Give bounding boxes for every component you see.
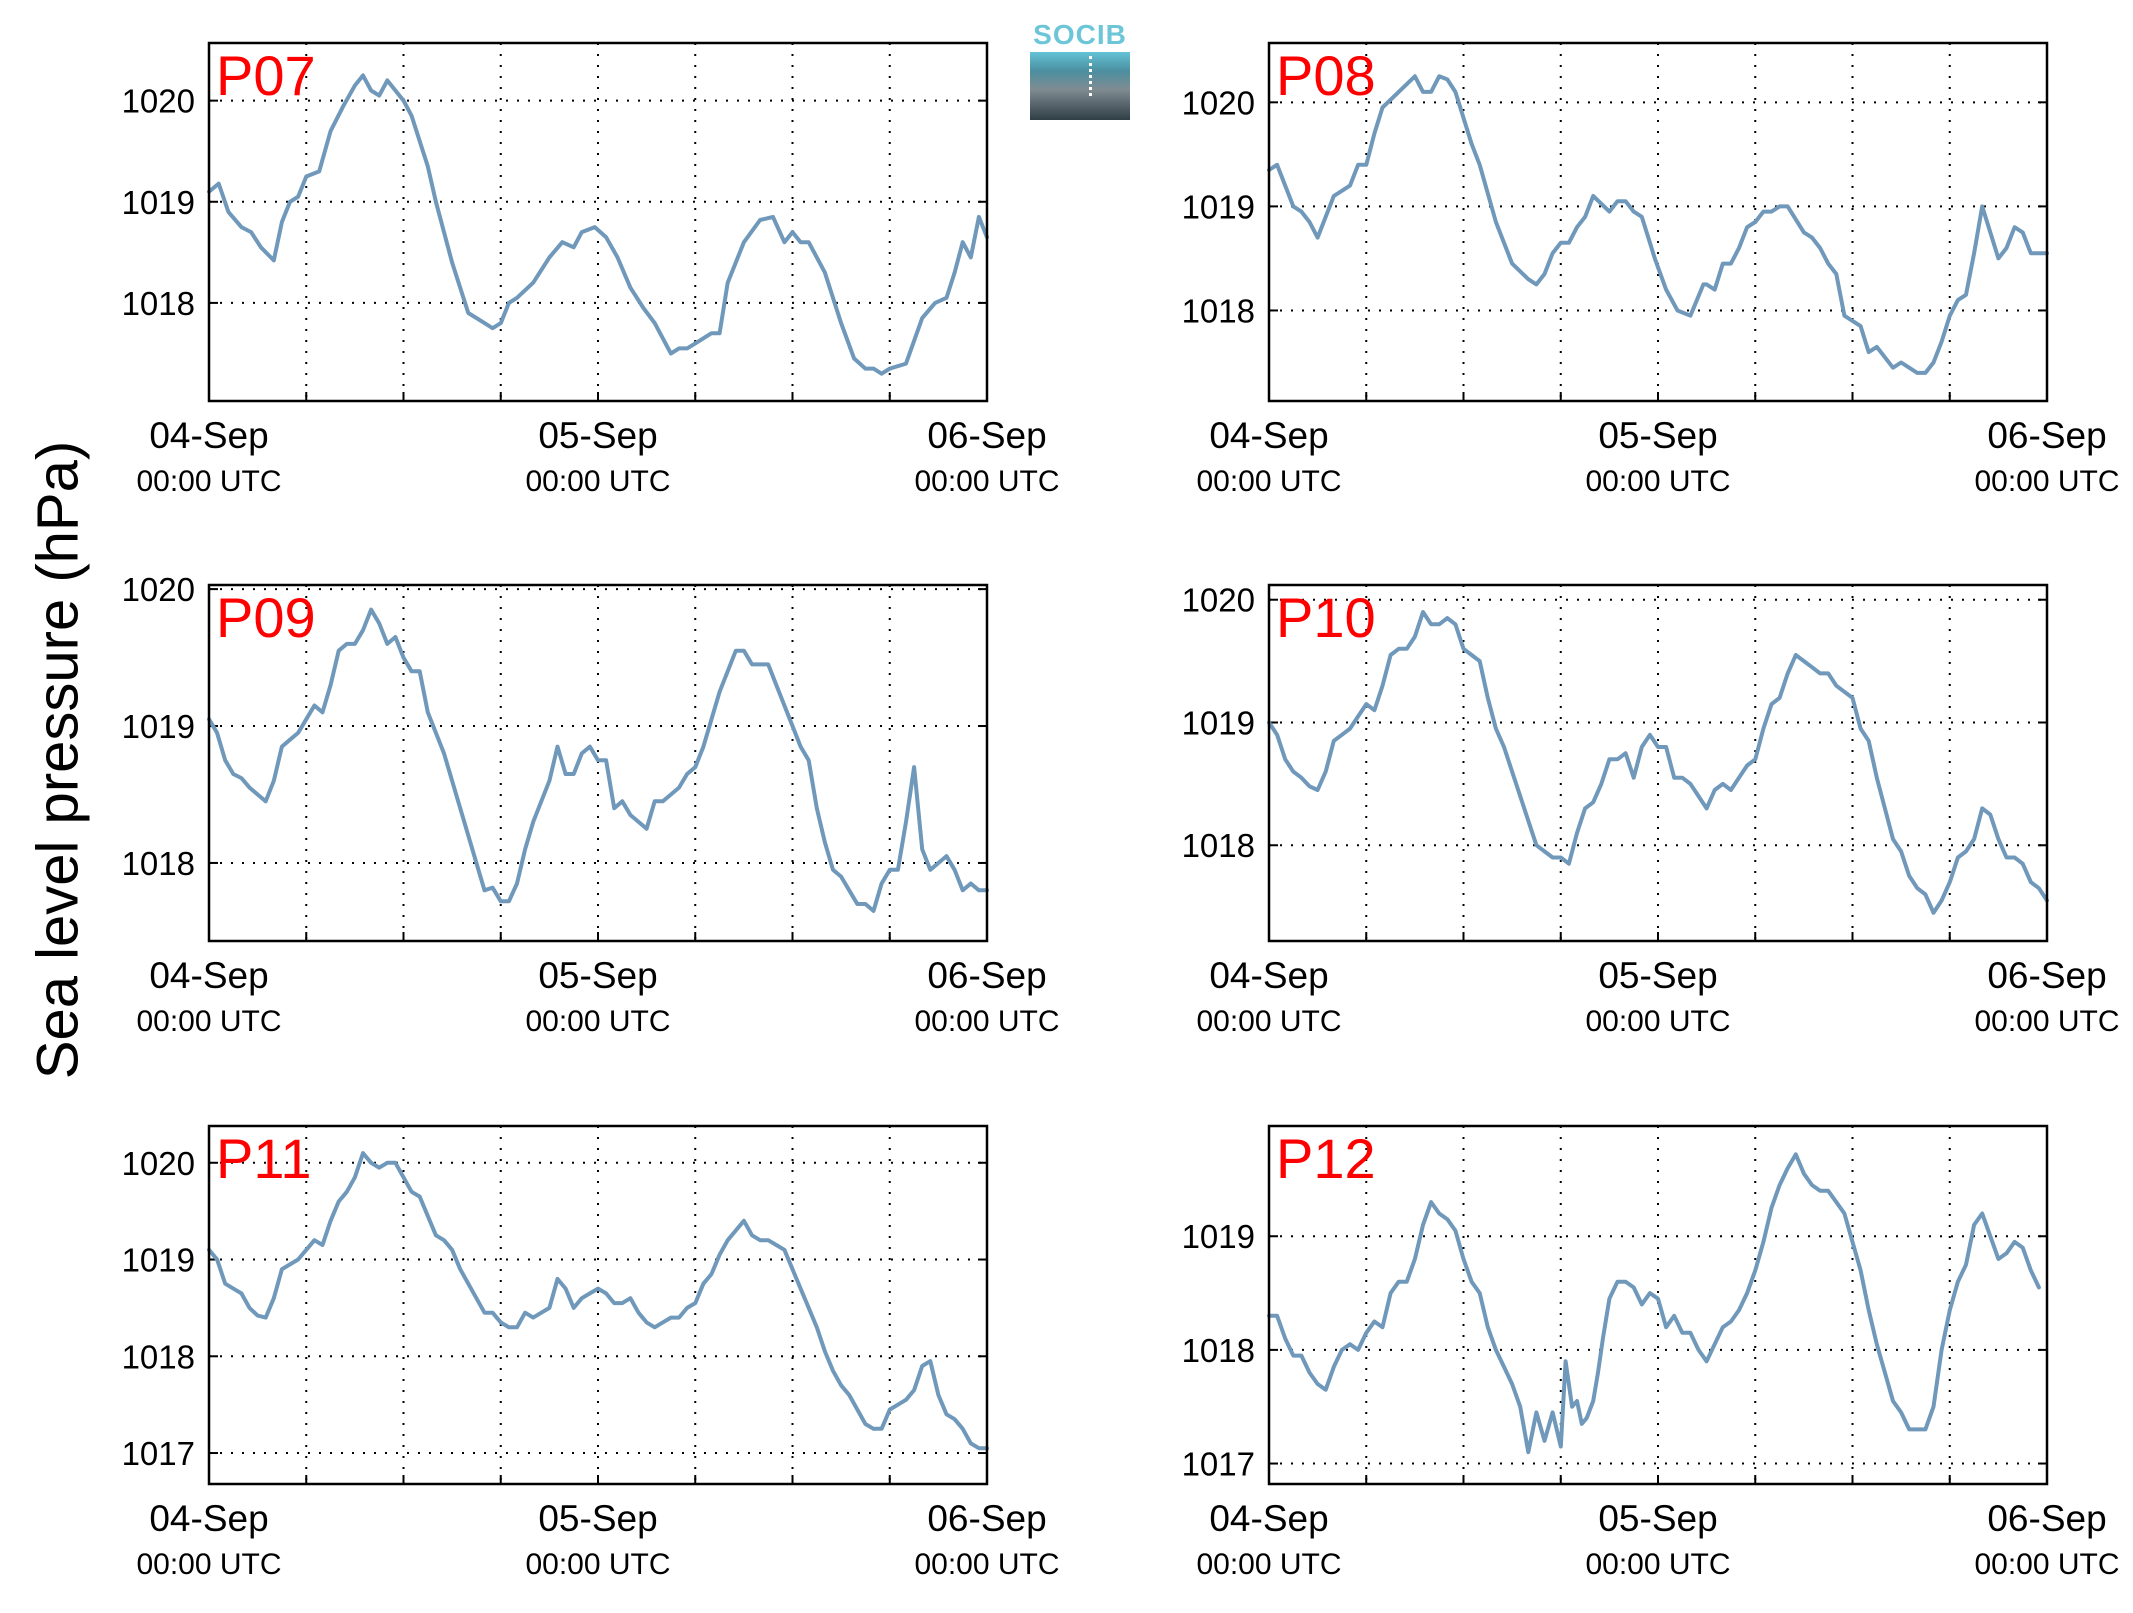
panel-label: P07 [216,44,316,107]
y-tick-label: 1017 [1182,1446,1255,1483]
x-tick-label-date: 06-Sep [927,955,1046,996]
series-line-p12 [1267,1152,2041,1455]
y-tick-label: 1019 [1182,704,1255,741]
panel-label: P11 [216,1127,311,1190]
panel-p09: 1018 1019 1020 P09 04-Sep 00:00 UTC 05-Sep 00:0… [122,571,1060,1038]
y-tick-label: 1020 [122,1145,195,1182]
x-tick-label-date: 05-Sep [1598,1498,1717,1539]
x-tick-label-time: 00:00 UTC [136,465,281,498]
y-tick-label: 1020 [1182,582,1255,619]
x-tick-label-time: 00:00 UTC [914,465,1059,498]
x-tick-label-date: 06-Sep [927,1498,1046,1539]
panel-p08: 1018 1019 1020 P08 04-Sep 00:00 UTC 05-Sep 00:0… [1182,41,2120,498]
x-tick-label-date: 04-Sep [1209,1498,1328,1539]
y-tick-label: 1019 [1182,188,1255,225]
series-line-p07 [207,73,989,376]
y-tick-label: 1019 [1182,1218,1255,1255]
y-tick-label: 1019 [122,184,195,221]
panel-label: P10 [1276,586,1376,649]
axes-frame [1267,41,2049,403]
x-tick-label-date: 06-Sep [1987,1498,2106,1539]
x-tick-label-time: 00:00 UTC [1974,1548,2119,1581]
x-tick-label-date: 05-Sep [538,415,657,456]
y-tick-label: 1018 [122,1338,195,1375]
logo-mark [1089,56,1092,96]
y-tick-label: 1019 [122,1242,195,1279]
x-tick-label-time: 00:00 UTC [1196,1005,1341,1038]
y-tick-label: 1018 [122,285,195,322]
y-tick-label: 1018 [1182,292,1255,329]
x-tick-label-time: 00:00 UTC [1196,465,1341,498]
series-line-p09 [207,607,989,913]
panel-p10: 1018 1019 1020 P10 04-Sep 00:00 UTC 05-Sep 00:0… [1182,582,2120,1038]
x-tick-label-time: 00:00 UTC [525,465,670,498]
x-tick-label-date: 05-Sep [1598,955,1717,996]
axes-frame [207,1124,989,1486]
y-tick-label: 1019 [122,708,195,745]
panel-p07: 1018 1019 1020 P07 04-Sep 00:00 UTC 05-Sep 00:0… [122,41,1060,498]
x-tick-label-date: 06-Sep [927,415,1046,456]
x-tick-label-time: 00:00 UTC [136,1005,281,1038]
y-tick-label: 1018 [1182,1332,1255,1369]
panel-label: P08 [1276,44,1376,107]
y-tick-label: 1020 [122,83,195,120]
y-tick-label: 1018 [1182,827,1255,864]
panel-label: P12 [1276,1127,1376,1190]
axes-frame [207,583,989,943]
x-tick-label-date: 06-Sep [1987,955,2106,996]
y-tick-label: 1018 [122,845,195,882]
x-tick-label-time: 00:00 UTC [914,1548,1059,1581]
x-tick-label-time: 00:00 UTC [525,1005,670,1038]
x-tick-label-time: 00:00 UTC [1585,1005,1730,1038]
x-tick-label-date: 04-Sep [1209,955,1328,996]
axes-frame [207,41,989,403]
x-tick-label-date: 04-Sep [149,955,268,996]
axes-frame [1267,1124,2049,1486]
socib-logo: SOCIB [1030,20,1130,120]
y-axis-label: Sea level pressure (hPa) [25,440,91,1080]
x-tick-label-time: 00:00 UTC [914,1005,1059,1038]
logo-text: SOCIB [1033,19,1127,50]
x-tick-label-date: 04-Sep [1209,415,1328,456]
x-tick-label-time: 00:00 UTC [1585,1548,1730,1581]
axes-frame [1267,583,2049,943]
y-tick-label: 1020 [1182,84,1255,121]
series-line-p08 [1267,74,2049,375]
panel-p12: 1017 1018 1019 P12 04-Sep 00:00 UTC 05-Sep 00:0… [1182,1124,2120,1581]
x-tick-label-time: 00:00 UTC [1585,465,1730,498]
x-tick-label-date: 04-Sep [149,415,268,456]
panel-p11: 1017 1018 1019 1020 P11 04-Sep 00:00 UTC 05-Sep… [122,1124,1060,1581]
x-tick-label-time: 00:00 UTC [1196,1548,1341,1581]
y-tick-label: 1017 [122,1435,195,1472]
x-tick-label-date: 05-Sep [538,1498,657,1539]
x-tick-label-time: 00:00 UTC [1974,1005,2119,1038]
logo-band [1030,52,1130,120]
x-tick-label-date: 04-Sep [149,1498,268,1539]
x-tick-label-time: 00:00 UTC [1974,465,2119,498]
x-tick-label-date: 06-Sep [1987,415,2106,456]
panel-label: P09 [216,586,316,649]
series-line-p11 [207,1151,989,1451]
x-tick-label-date: 05-Sep [1598,415,1717,456]
x-tick-label-time: 00:00 UTC [136,1548,281,1581]
series-line-p10 [1267,610,2049,915]
x-tick-label-date: 05-Sep [538,955,657,996]
y-tick-label: 1020 [122,571,195,608]
x-tick-label-time: 00:00 UTC [525,1548,670,1581]
